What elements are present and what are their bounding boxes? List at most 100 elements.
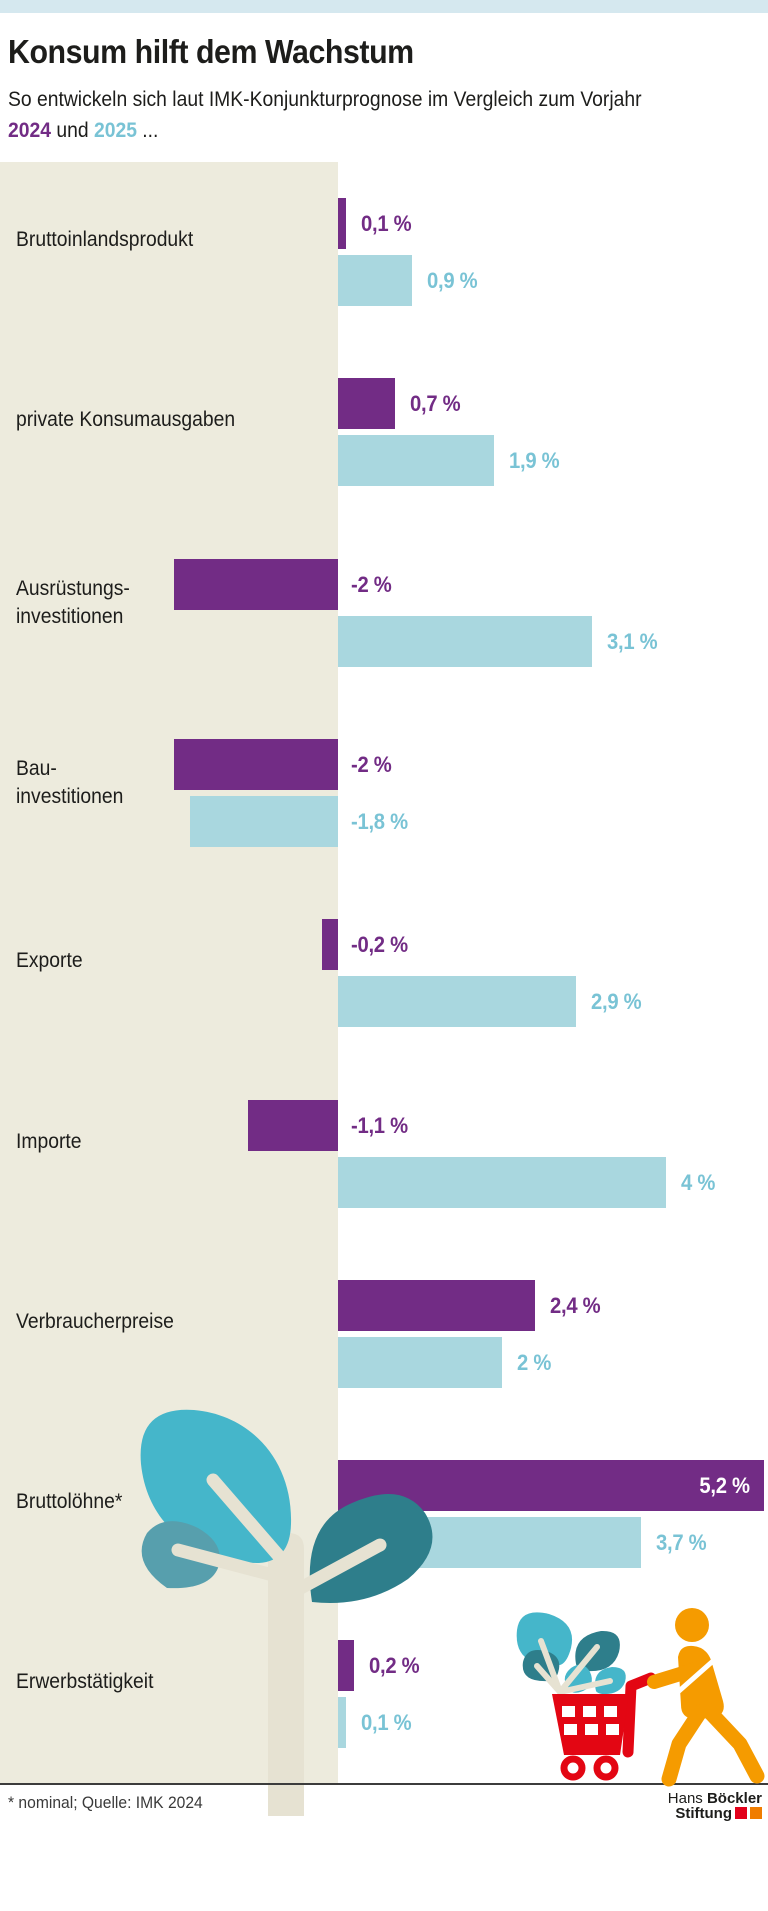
logo-line1: Hans Böckler (668, 1791, 762, 1806)
cart-wheel-right (593, 1755, 619, 1781)
category-label: Importe (16, 1128, 87, 1156)
value-label-text: 2,4 % (550, 1293, 601, 1318)
cart-handle (622, 1672, 657, 1758)
bar-2024-verbraucherpreise (338, 1280, 535, 1331)
bar-2025-privatekonsumausgaben (338, 435, 494, 486)
person-shoulder-highlight (676, 1658, 716, 1694)
value-label-2025: 3,1 % (607, 616, 662, 667)
person-front-leg (661, 1704, 708, 1787)
category-label-text: Importe (16, 1130, 82, 1153)
tree-illustration (140, 1409, 433, 1816)
category-label-text: investitionen (16, 605, 124, 628)
value-label-2024: -2 % (351, 739, 395, 790)
value-label-2025: 3,7 % (656, 1517, 711, 1568)
subtitle-line1-text: So entwickeln sich laut IMK-Konjunkturpr… (8, 88, 642, 111)
bar-2024-ausrstungsinvestitionen (174, 559, 338, 610)
bar-2024-bauinvestitionen (174, 739, 338, 790)
shopping-cart (552, 1672, 657, 1781)
category-label-text: private Konsumausgaben (16, 408, 236, 431)
logo-line2: Stiftung (668, 1806, 762, 1821)
category-label-text: Exporte (16, 949, 83, 972)
cart-basket-holes (562, 1706, 619, 1735)
value-label-text: 2,9 % (591, 989, 642, 1014)
value-label-2024: 0,1 % (361, 198, 416, 249)
year-2025-label: 2025 (93, 119, 137, 142)
value-label-text: 3,7 % (656, 1530, 707, 1555)
category-label-text: Ausrüstungs- (16, 577, 130, 600)
bar-2025-importe (338, 1157, 666, 1208)
person-head (675, 1608, 709, 1642)
bar-2024-bruttoinlandsprodukt (338, 198, 346, 249)
category-label: Bruttolöhne* (16, 1488, 132, 1516)
cart-and-person-illustration (516, 1608, 765, 1787)
value-label-2025: 0,9 % (427, 255, 482, 306)
value-label-2025: 2,9 % (591, 976, 646, 1027)
value-label-2025: 4 % (681, 1157, 718, 1208)
category-label-text: Verbraucherpreise (16, 1310, 174, 1333)
tree-branches (171, 1473, 387, 1597)
value-label-2024: 2,4 % (550, 1280, 605, 1331)
category-label-text: Bruttoinlandsprodukt (16, 228, 194, 251)
category-label: Verbraucherpreise (16, 1308, 188, 1336)
source-footnote-text: * nominal; Quelle: IMK 2024 (8, 1793, 203, 1812)
page-title: Konsum hilft dem Wachstum (8, 33, 449, 71)
top-accent-strip (0, 0, 768, 13)
cart-leaves (516, 1612, 626, 1695)
bar-2024-exporte (322, 919, 338, 970)
value-label-text: 1,9 % (509, 448, 560, 473)
bar-2025-erwerbsttigkeit (338, 1697, 346, 1748)
value-label-text: -2 % (351, 572, 392, 597)
value-label-text: -2 % (351, 752, 392, 777)
category-label: Ausrüstungs-investitionen (16, 575, 140, 631)
subtitle-line1: So entwickeln sich laut IMK-Konjunkturpr… (8, 88, 697, 112)
value-label-2024: 5,2 % (695, 1460, 751, 1511)
value-label-2025: -1,8 % (351, 796, 413, 847)
bar-2024-importe (248, 1100, 338, 1151)
person-arm (647, 1660, 710, 1689)
value-label-text: 0,9 % (427, 268, 478, 293)
bar-2025-bruttoinlandsprodukt (338, 255, 412, 306)
category-label-text: Erwerbstätigkeit (16, 1670, 154, 1693)
value-label-text: 0,7 % (410, 391, 461, 416)
value-label-text: -1,8 % (351, 809, 408, 834)
subtitle-line2-text: 2024 und 2025 ... (8, 119, 158, 143)
value-label-text: 4 % (681, 1170, 716, 1195)
category-label: Bruttoinlandsprodukt (16, 226, 209, 254)
value-label-2024: -0,2 % (351, 919, 413, 970)
category-label: Exporte (16, 947, 88, 975)
value-label-2024: 0,7 % (410, 378, 465, 429)
category-label: Erwerbstätigkeit (16, 1668, 165, 1696)
source-footnote: * nominal; Quelle: IMK 2024 (8, 1793, 220, 1813)
value-label-text: -0,2 % (351, 932, 408, 957)
category-label: private Konsumausgaben (16, 406, 254, 434)
bar-2024-erwerbsttigkeit (338, 1640, 354, 1691)
value-label-text: 0,1 % (361, 211, 412, 236)
logo-hans: Hans (667, 1790, 707, 1807)
bar-2024-privatekonsumausgaben (338, 378, 395, 429)
person (647, 1608, 765, 1787)
logo-orange-square (750, 1807, 762, 1819)
category-label-text: investitionen (16, 785, 124, 808)
value-label-text: 2 % (517, 1350, 552, 1375)
category-label-text: Bau- (16, 757, 57, 780)
value-label-text: 0,1 % (361, 1710, 412, 1735)
subtitle-connector: und (50, 119, 94, 142)
page-title-text: Konsum hilft dem Wachstum (8, 33, 414, 70)
logo-red-square (735, 1807, 747, 1819)
hans-boeckler-stiftung-logo: Hans Böckler Stiftung (668, 1791, 762, 1821)
bar-2025-bauinvestitionen (190, 796, 338, 847)
category-label-text: Bruttolöhne* (16, 1490, 123, 1513)
footer-divider-line (0, 1783, 768, 1785)
bar-2025-verbraucherpreise (338, 1337, 502, 1388)
value-label-2025: 2 % (517, 1337, 554, 1388)
year-2024-label: 2024 (8, 119, 51, 142)
subtitle-line2: 2024 und 2025 ... (8, 119, 172, 143)
value-label-text: 0,2 % (369, 1653, 420, 1678)
cart-wheel-left (560, 1755, 586, 1781)
value-label-2025: 0,1 % (361, 1697, 416, 1748)
tree-trunk (268, 1533, 304, 1816)
person-back-leg (700, 1702, 765, 1784)
logo-boeckler: Böckler (706, 1790, 762, 1807)
value-label-2024: 0,2 % (369, 1640, 424, 1691)
